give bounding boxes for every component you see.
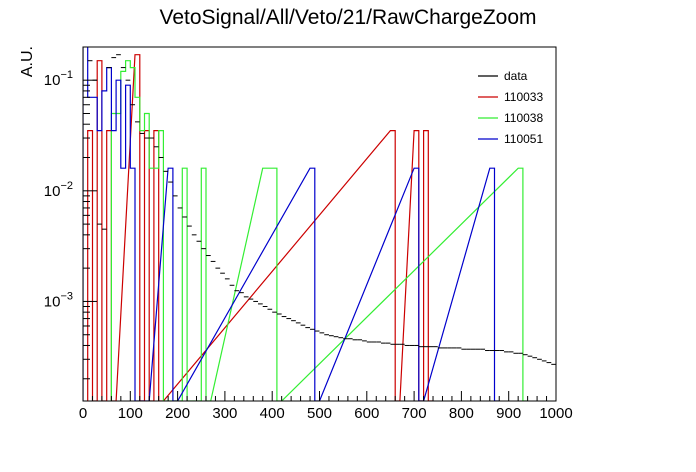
x-tick-label: 600 bbox=[354, 405, 379, 422]
y-tick-label: 10−1 bbox=[44, 69, 73, 89]
y-tick-label: 10−3 bbox=[44, 290, 73, 310]
x-tick-label: 900 bbox=[496, 405, 521, 422]
legend-label-data: data bbox=[504, 69, 528, 83]
axes: 0 100 200 300 400 500 600 700 800 900 1000 10−1 10−2… bbox=[44, 46, 573, 422]
series-110038-line bbox=[110, 60, 528, 401]
legend-label-110051: 110051 bbox=[504, 132, 543, 146]
y-axis-title: A.U. bbox=[19, 46, 36, 77]
legend-label-110038: 110038 bbox=[504, 111, 543, 125]
x-tick-label: 1000 bbox=[539, 405, 572, 422]
y-tick-label: 10−2 bbox=[44, 180, 73, 200]
chart-title: VetoSignal/All/Veto/21/RawChargeZoom bbox=[159, 6, 536, 29]
legend: data 110033 110038 110051 bbox=[478, 69, 543, 146]
series-data bbox=[83, 47, 556, 365]
x-tick-label: 200 bbox=[165, 405, 190, 422]
x-tick-label: 100 bbox=[118, 405, 143, 422]
x-tick-label: 400 bbox=[260, 405, 285, 422]
x-tick-label: 300 bbox=[212, 405, 237, 422]
x-tick-label: 700 bbox=[402, 405, 427, 422]
series-group bbox=[83, 47, 556, 401]
x-tick-label: 0 bbox=[79, 405, 87, 422]
legend-label-110033: 110033 bbox=[504, 90, 543, 104]
series-110051-line bbox=[83, 47, 500, 401]
x-tick-label: 500 bbox=[307, 405, 332, 422]
x-tick-label: 800 bbox=[449, 405, 474, 422]
plot-area bbox=[83, 47, 556, 401]
